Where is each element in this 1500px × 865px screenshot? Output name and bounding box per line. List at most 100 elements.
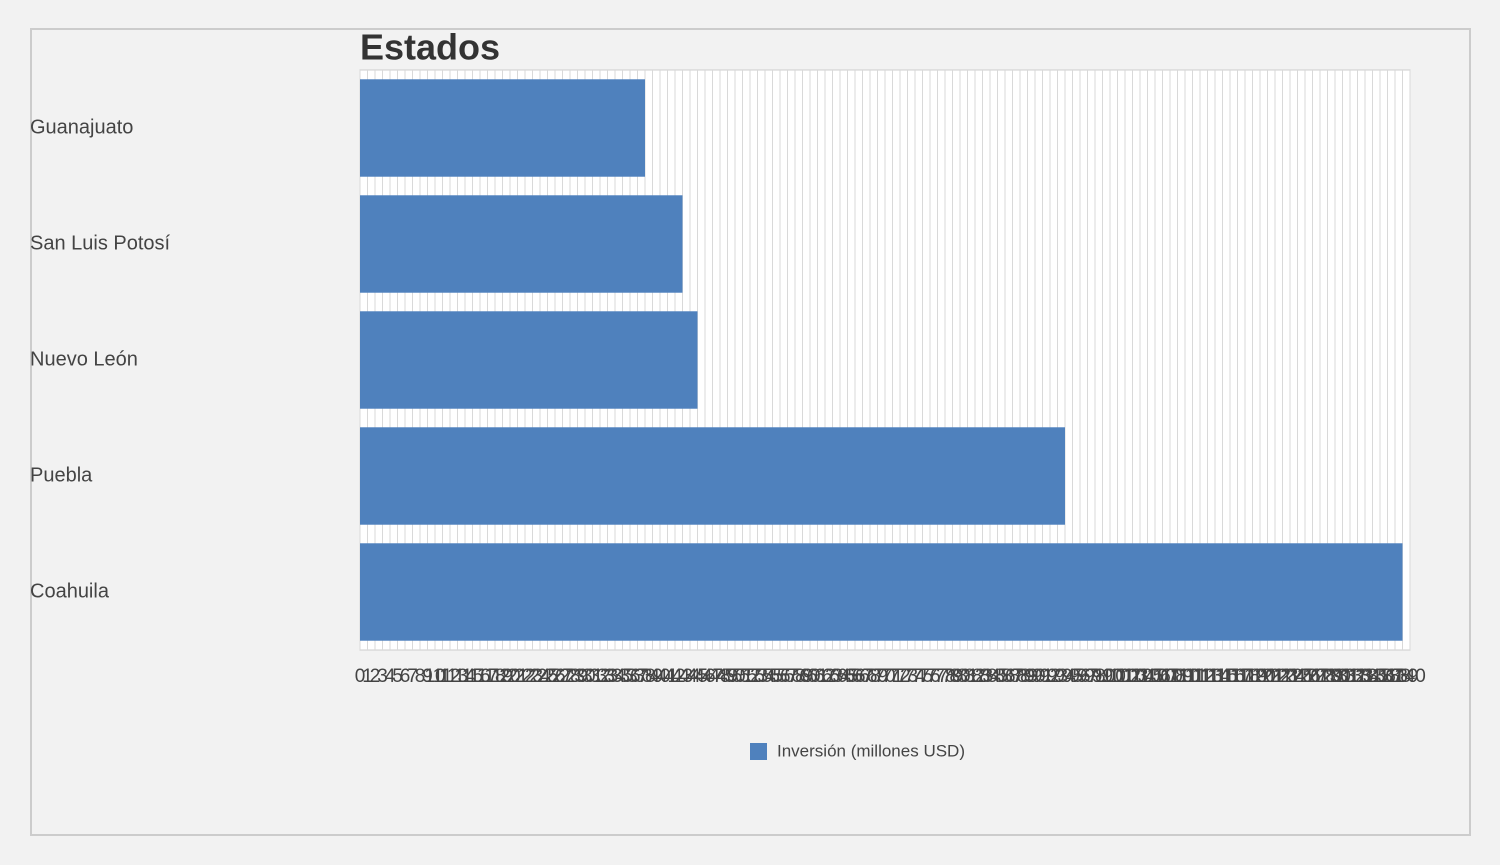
bar — [360, 79, 645, 177]
x-tick-label: 68 — [859, 666, 880, 687]
y-tick-label: Nuevo León — [30, 348, 138, 370]
bar — [360, 427, 1065, 525]
x-tick-label: 15 — [462, 666, 483, 687]
x-tick-label: 78 — [934, 666, 955, 687]
x-tick-label: 44 — [679, 666, 701, 687]
x-tick-label: 77 — [927, 666, 948, 687]
x-tick-label: 69 — [867, 666, 888, 687]
x-tick-label: 84 — [979, 666, 1001, 687]
x-tick-label: 62 — [814, 666, 835, 687]
x-tick-label: 34 — [604, 666, 626, 687]
x-tick-label: 137 — [1372, 666, 1404, 687]
x-tick-label: 123 — [1267, 666, 1299, 687]
x-tick-label: 18 — [484, 666, 505, 687]
x-tick-label: 109 — [1162, 666, 1194, 687]
y-tick-label: Coahuila — [30, 580, 110, 602]
x-tick-label: 90 — [1024, 666, 1045, 687]
x-tick-label: 43 — [672, 666, 693, 687]
x-tick-label: 66 — [844, 666, 865, 687]
x-tick-label: 29 — [567, 666, 588, 687]
x-tick-label: 132 — [1334, 666, 1366, 687]
x-tick-label: 115 — [1207, 666, 1237, 687]
chart-title: Estados — [360, 27, 500, 68]
x-tick-label: 42 — [664, 666, 685, 687]
bar — [360, 311, 698, 409]
x-tick-label: 7 — [407, 666, 418, 687]
x-tick-label: 13 — [447, 666, 468, 687]
x-tick-label: 41 — [657, 666, 678, 687]
x-tick-label: 0 — [355, 666, 366, 687]
x-tick-label: 99 — [1092, 666, 1113, 687]
x-tick-label: 22 — [514, 666, 535, 687]
x-tick-label: 19 — [492, 666, 513, 687]
x-tick-label: 112 — [1185, 666, 1215, 687]
x-tick-label: 94 — [1054, 666, 1076, 687]
x-tick-label: 5 — [392, 666, 403, 687]
x-tick-label: 89 — [1017, 666, 1038, 687]
x-tick-label: 72 — [889, 666, 910, 687]
x-tick-label: 56 — [769, 666, 790, 687]
x-tick-label: 21 — [507, 666, 528, 687]
x-tick-label: 49 — [717, 666, 738, 687]
x-tick-label: 11 — [433, 666, 453, 687]
x-tick-label: 31 — [582, 666, 603, 687]
x-tick-label: 129 — [1312, 666, 1344, 687]
x-tick-label: 105 — [1132, 666, 1164, 687]
x-tick-label: 135 — [1357, 666, 1389, 687]
x-tick-label: 79 — [942, 666, 963, 687]
x-tick-label: 28 — [559, 666, 580, 687]
x-tick-label: 71 — [882, 666, 903, 687]
x-tick-label: 55 — [762, 666, 783, 687]
x-tick-label: 50 — [724, 666, 745, 687]
x-tick-label: 64 — [829, 666, 851, 687]
x-tick-label: 1 — [362, 666, 373, 687]
x-tick-label: 138 — [1379, 666, 1411, 687]
x-tick-label: 4 — [385, 666, 396, 687]
x-tick-label: 80 — [949, 666, 970, 687]
x-tick-label: 130 — [1319, 666, 1351, 687]
x-tick-label: 100 — [1094, 666, 1126, 687]
x-tick-label: 76 — [919, 666, 940, 687]
x-tick-label: 6 — [400, 666, 411, 687]
x-tick-label: 17 — [477, 666, 498, 687]
y-tick-label: San Luis Potosí — [30, 232, 171, 254]
x-tick-label: 73 — [897, 666, 918, 687]
x-tick-label: 65 — [837, 666, 858, 687]
x-tick-label: 113 — [1192, 666, 1222, 687]
x-tick-label: 38 — [634, 666, 655, 687]
x-tick-label: 30 — [574, 666, 595, 687]
x-tick-label: 60 — [799, 666, 820, 687]
x-tick-label: 116 — [1215, 666, 1245, 687]
x-tick-label: 111 — [1178, 666, 1207, 687]
x-tick-label: 93 — [1047, 666, 1068, 687]
x-tick-label: 2 — [370, 666, 381, 687]
x-tick-label: 110 — [1170, 666, 1200, 687]
legend-swatch — [750, 743, 767, 760]
x-tick-label: 87 — [1002, 666, 1023, 687]
x-tick-label: 119 — [1237, 666, 1267, 687]
x-tick-label: 139 — [1387, 666, 1419, 687]
x-tick-label: 33 — [597, 666, 618, 687]
x-tick-label: 91 — [1032, 666, 1053, 687]
x-tick-label: 24 — [529, 666, 551, 687]
x-tick-label: 103 — [1117, 666, 1149, 687]
x-tick-label: 8 — [415, 666, 426, 687]
x-tick-label: 140 — [1394, 666, 1426, 687]
x-tick-label: 12 — [439, 666, 460, 687]
x-tick-label: 74 — [904, 666, 926, 687]
x-tick-label: 27 — [552, 666, 573, 687]
x-tick-label: 3 — [377, 666, 388, 687]
x-tick-label: 127 — [1297, 666, 1329, 687]
bar — [360, 195, 683, 293]
x-tick-label: 14 — [454, 666, 476, 687]
x-tick-label: 88 — [1009, 666, 1030, 687]
x-tick-label: 134 — [1349, 666, 1381, 687]
x-tick-label: 51 — [732, 666, 753, 687]
x-tick-label: 57 — [777, 666, 798, 687]
x-tick-label: 114 — [1200, 666, 1231, 687]
x-tick-label: 82 — [964, 666, 985, 687]
x-tick-label: 117 — [1222, 666, 1252, 687]
x-tick-label: 92 — [1039, 666, 1060, 687]
x-tick-label: 126 — [1289, 666, 1321, 687]
